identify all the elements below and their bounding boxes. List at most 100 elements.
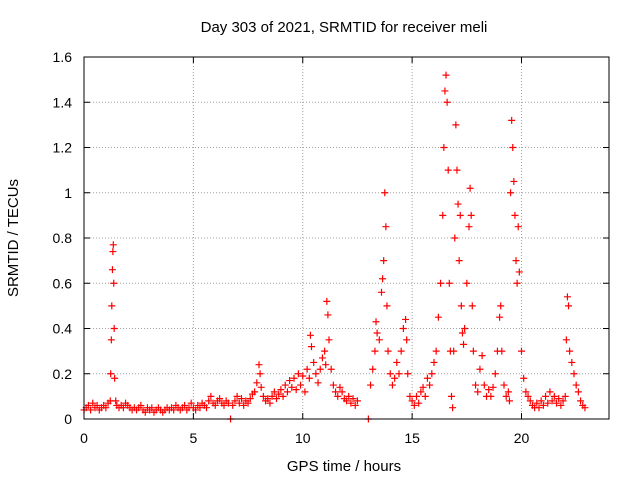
data-point — [141, 408, 149, 416]
data-point — [559, 397, 567, 405]
data-point — [452, 121, 460, 129]
data-point — [505, 397, 513, 405]
data-point — [305, 374, 313, 382]
data-point — [449, 404, 457, 412]
data-point — [502, 392, 510, 400]
data-point — [107, 336, 115, 344]
data-point — [522, 388, 530, 396]
data-point — [574, 388, 582, 396]
data-point — [109, 241, 117, 249]
data-point — [292, 386, 300, 394]
data-points — [80, 71, 589, 423]
data-point — [399, 325, 407, 332]
data-point — [336, 383, 344, 391]
data-point — [513, 279, 521, 287]
data-point — [268, 392, 276, 400]
data-point — [535, 404, 543, 412]
data-point — [256, 370, 264, 378]
data-point — [192, 406, 200, 414]
data-point — [485, 386, 493, 394]
data-point — [395, 370, 403, 378]
data-point — [520, 374, 528, 382]
data-point — [187, 399, 195, 407]
data-point — [372, 318, 380, 326]
data-point — [434, 313, 442, 321]
data-point — [476, 365, 484, 373]
data-point — [474, 388, 482, 396]
data-point — [257, 383, 265, 391]
data-point — [294, 370, 302, 378]
data-point — [259, 392, 267, 400]
data-point — [325, 336, 333, 344]
data-point — [275, 390, 283, 398]
data-point — [286, 377, 294, 385]
data-point — [489, 383, 497, 391]
y-tick-label: 1.6 — [53, 49, 73, 65]
data-point — [548, 397, 556, 405]
data-point — [238, 395, 245, 403]
data-point — [231, 397, 239, 405]
data-point — [524, 392, 532, 400]
data-point — [279, 392, 287, 400]
data-point — [577, 397, 585, 405]
data-point — [448, 392, 455, 400]
data-point — [581, 404, 589, 412]
data-point — [110, 279, 118, 287]
data-point — [562, 336, 570, 344]
data-point — [555, 395, 563, 403]
x-tick-label: 10 — [295, 430, 311, 446]
data-point — [421, 392, 429, 400]
data-point — [322, 361, 330, 369]
data-point — [440, 144, 448, 151]
data-point — [353, 397, 361, 405]
data-point — [329, 381, 337, 389]
data-point — [148, 404, 156, 412]
data-point — [388, 381, 396, 389]
data-point — [253, 379, 261, 387]
data-point — [415, 399, 423, 407]
data-point — [512, 257, 520, 265]
y-axis-label: SRMTID / TECUs — [5, 179, 22, 297]
data-point — [439, 211, 447, 219]
data-point — [205, 397, 213, 405]
data-point — [367, 381, 375, 389]
data-point — [570, 370, 578, 378]
data-point — [466, 184, 474, 192]
data-point — [465, 223, 473, 231]
data-point — [461, 325, 469, 332]
data-point — [181, 401, 189, 409]
data-point — [563, 293, 571, 301]
data-point — [491, 370, 499, 378]
y-tick-label: 1 — [64, 185, 72, 201]
data-point — [496, 313, 504, 321]
data-point — [568, 358, 576, 366]
grid-lines — [84, 57, 609, 419]
data-point — [408, 397, 416, 405]
data-point — [468, 302, 476, 310]
data-point — [518, 347, 525, 355]
data-point — [404, 370, 412, 378]
data-point — [379, 275, 387, 283]
data-point — [515, 268, 523, 276]
data-point — [437, 279, 445, 287]
data-point — [500, 381, 508, 389]
data-point — [480, 381, 488, 389]
data-point — [87, 406, 95, 414]
data-point — [324, 311, 332, 319]
data-point — [318, 354, 326, 362]
data-point — [84, 401, 92, 409]
data-point — [119, 404, 127, 412]
data-point — [312, 370, 320, 378]
data-point — [255, 361, 263, 369]
data-point — [413, 392, 420, 400]
data-point — [450, 347, 458, 355]
data-point — [458, 329, 466, 337]
data-point — [423, 374, 431, 382]
data-point — [111, 374, 119, 382]
data-point — [478, 352, 486, 360]
data-point — [373, 329, 381, 337]
data-point — [334, 392, 342, 400]
data-point — [441, 87, 449, 95]
